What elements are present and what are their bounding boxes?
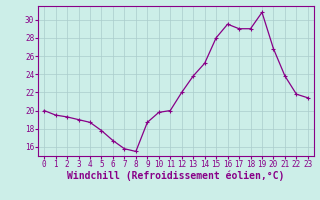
X-axis label: Windchill (Refroidissement éolien,°C): Windchill (Refroidissement éolien,°C) <box>67 171 285 181</box>
